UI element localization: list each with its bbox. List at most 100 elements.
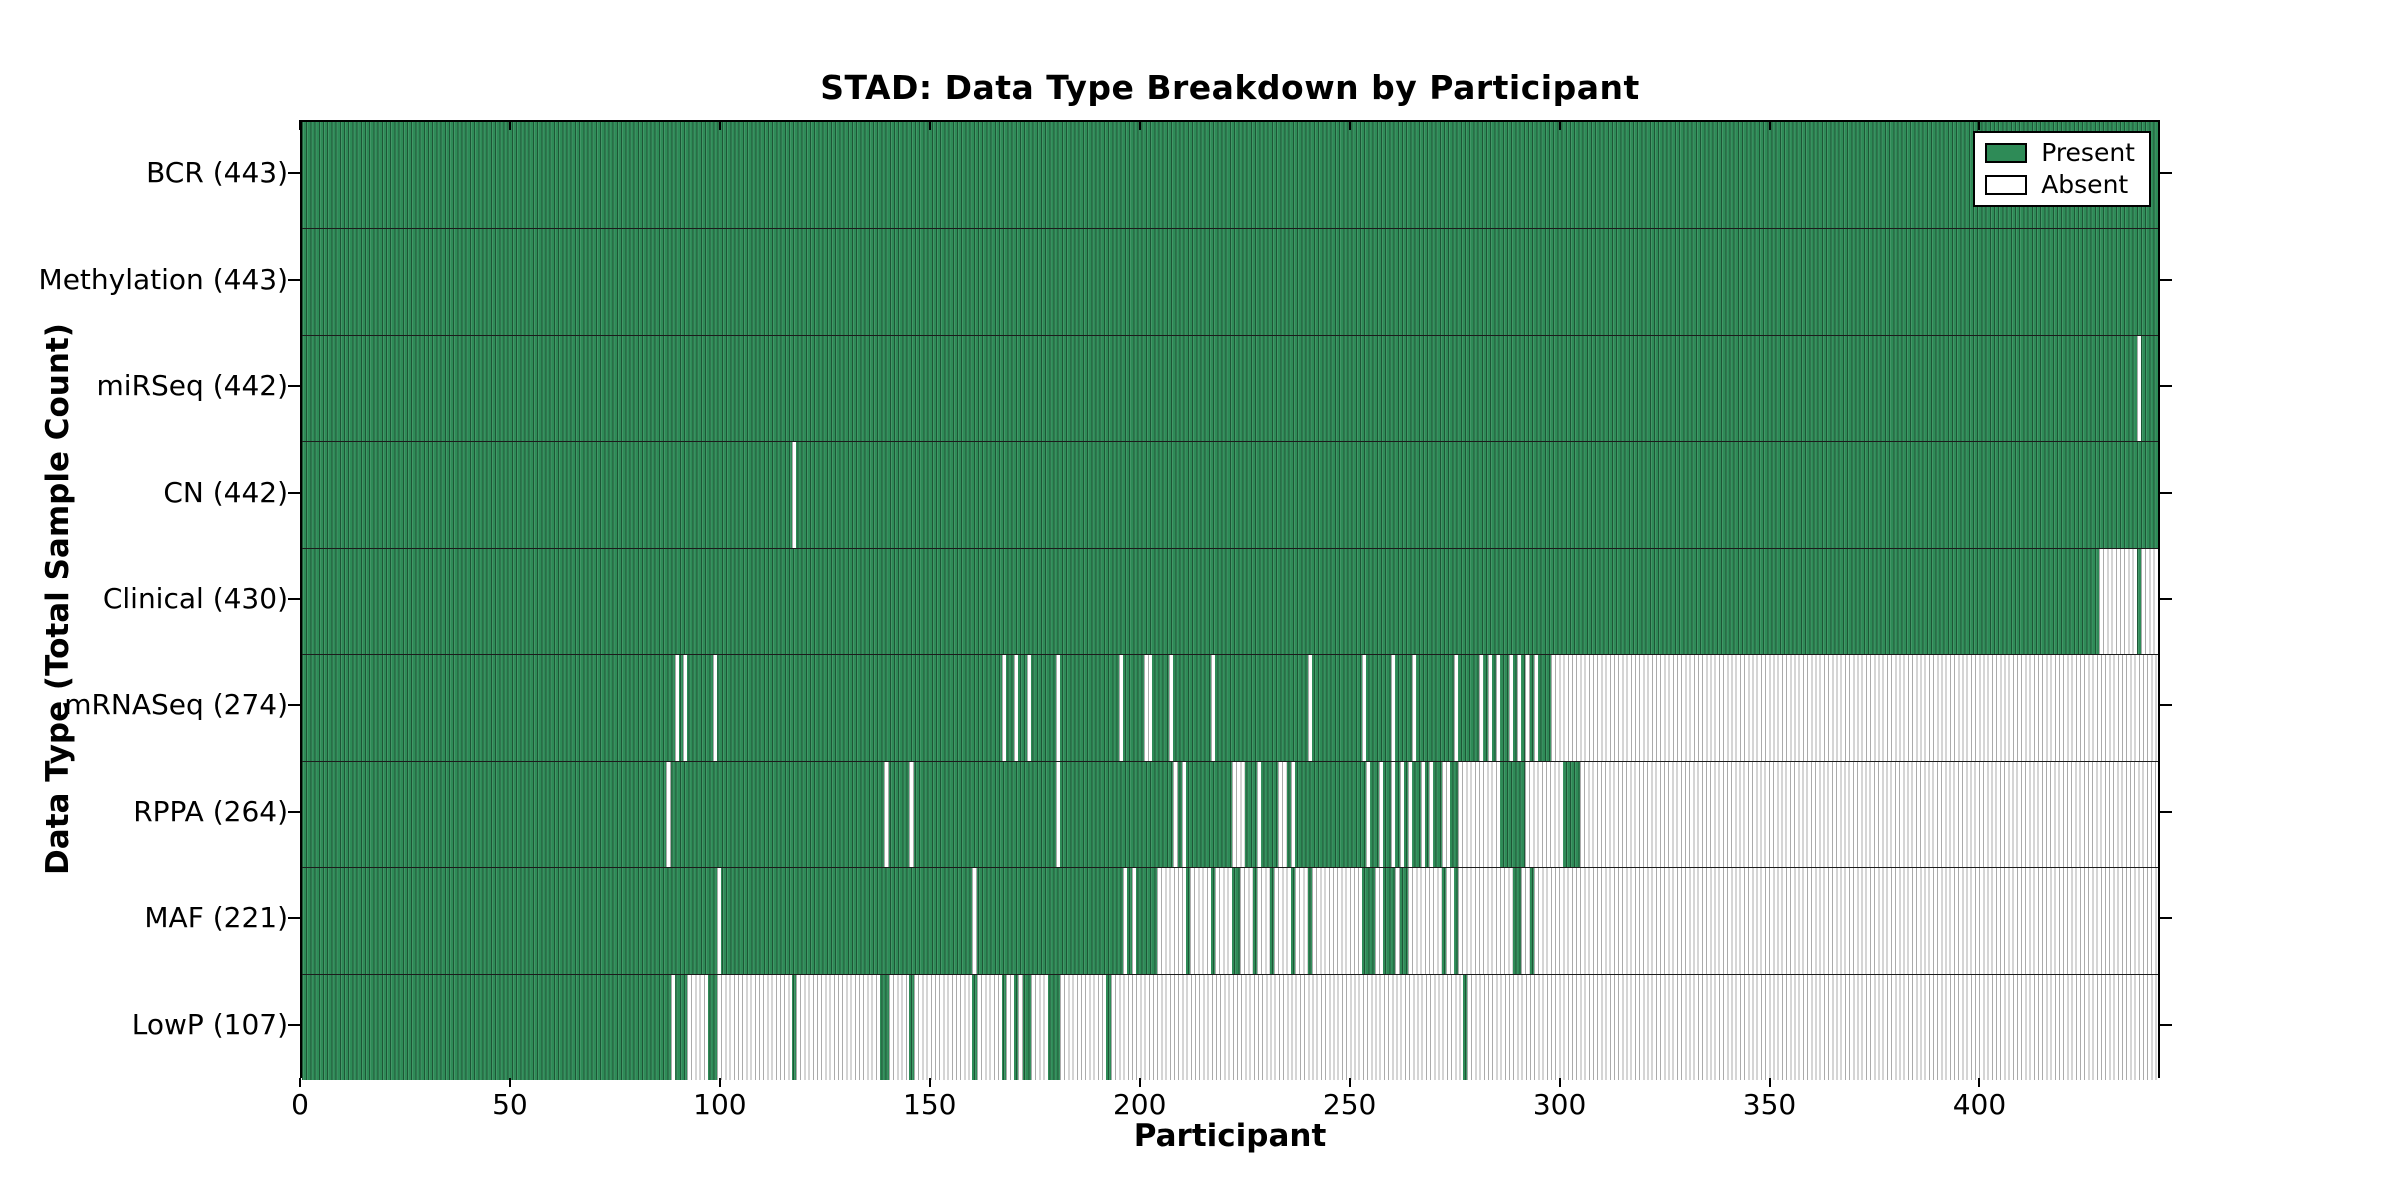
absent-segment [884,761,889,868]
row-mirseq [302,334,2158,442]
absent-segment [1173,761,1178,868]
absent-segment [1516,655,1522,761]
absent-segment [796,974,881,1080]
x-tick-mark-top [1768,120,1771,130]
absent-segment [1429,761,1434,868]
absent-segment [2099,548,2138,655]
absent-segment [1118,655,1124,761]
x-tick-mark [508,1078,511,1087]
absent-segment [1257,761,1262,868]
absent-segment [1030,974,1048,1080]
absent-segment [1144,655,1153,761]
row-mrnaseq [302,654,2158,761]
x-tick-label: 250 [1322,1088,1377,1121]
absent-segment [1395,868,1400,974]
absent-segment [909,761,914,868]
absent-segment [1391,655,1396,761]
row-maf [302,867,2158,974]
y-tick-mark [2160,172,2172,175]
absent-segment [1257,868,1270,974]
x-tick-mark-top [1348,120,1351,130]
row-clinical [302,547,2158,655]
absent-segment [1445,868,1455,974]
absent-segment [1001,655,1006,761]
absent-segment [1458,761,1501,868]
absent-segment [1110,974,1463,1080]
y-tick-mark [2160,598,2172,600]
absent-segment [712,655,717,761]
row-methylation [302,228,2158,335]
y-tick-mark [2160,385,2172,388]
absent-segment [792,442,797,548]
absent-segment [1420,761,1425,868]
absent-segment [1361,655,1367,761]
absent-segment [1525,761,1564,868]
y-tick-label: BCR (443) [146,156,288,190]
x-tick-mark-top [1138,120,1141,130]
absent-segment [976,974,1002,1080]
absent-segment [1441,761,1450,868]
y-tick-label: miRSeq (442) [96,369,288,403]
absent-segment [2141,548,2158,655]
absent-segment [1278,761,1287,868]
absent-segment [1466,974,2158,1080]
y-tick-label: CN (442) [163,475,288,509]
y-tick-label: Clinical (430) [102,582,288,615]
absent-segment [1366,761,1371,868]
absent-segment [1412,655,1417,761]
absent-segment [666,761,671,868]
x-tick-mark [1558,1078,1561,1087]
absent-segment [1454,655,1459,761]
absent-segment [1123,868,1128,974]
absent-segment [1533,868,2158,974]
absent-segment [1211,655,1216,761]
plot-area: Present Absent [300,120,2160,1080]
x-tick-mark [1978,1078,1981,1087]
y-tick-mark [288,1023,300,1026]
y-tick-mark [2160,491,2172,494]
absent-segment [1525,655,1530,761]
absent-segment [1378,761,1383,868]
absent-segment [1232,761,1245,868]
absent-segment [888,974,910,1080]
chart-title: STAD: Data Type Breakdown by Participant [820,68,1640,107]
absent-segment [1018,974,1023,1080]
absent-segment [1399,761,1404,868]
x-axis-label: Participant [1133,1118,1327,1154]
absent-segment [1240,868,1254,974]
absent-segment [1056,761,1061,868]
y-tick-mark [288,917,300,920]
absent-segment [1458,868,1513,974]
absent-segment [1408,868,1442,974]
y-tick-mark [2160,1023,2172,1026]
y-tick-mark [288,598,300,600]
absent-segment [1487,655,1492,761]
absent-segment [1169,655,1174,761]
y-tick-label: LowP (107) [131,1007,288,1041]
x-tick-label: 200 [1112,1088,1167,1121]
absent-segment [716,868,721,974]
absent-segment [1479,655,1484,761]
absent-segment [913,974,973,1080]
y-tick-mark [288,810,300,813]
absent-segment [1311,868,1362,974]
x-tick-mark-top [299,120,301,130]
x-tick-label: 300 [1532,1088,1587,1121]
absent-segment [1056,655,1061,761]
y-tick-label: MAF (221) [144,901,288,935]
absent-segment [670,974,675,1080]
x-tick-mark-top [508,120,511,130]
y-tick-mark [2160,278,2172,281]
absent-segment [1550,655,2158,761]
y-tick-mark [288,278,300,281]
absent-segment [1307,655,1312,761]
absent-segment [972,868,977,974]
x-tick-mark-top [1558,120,1561,130]
y-tick-mark [288,385,300,388]
absent-segment [1190,868,1212,974]
x-tick-mark [299,1078,301,1087]
legend-label-present: Present [2041,138,2135,167]
x-tick-mark [718,1078,721,1087]
absent-segment [674,655,680,761]
